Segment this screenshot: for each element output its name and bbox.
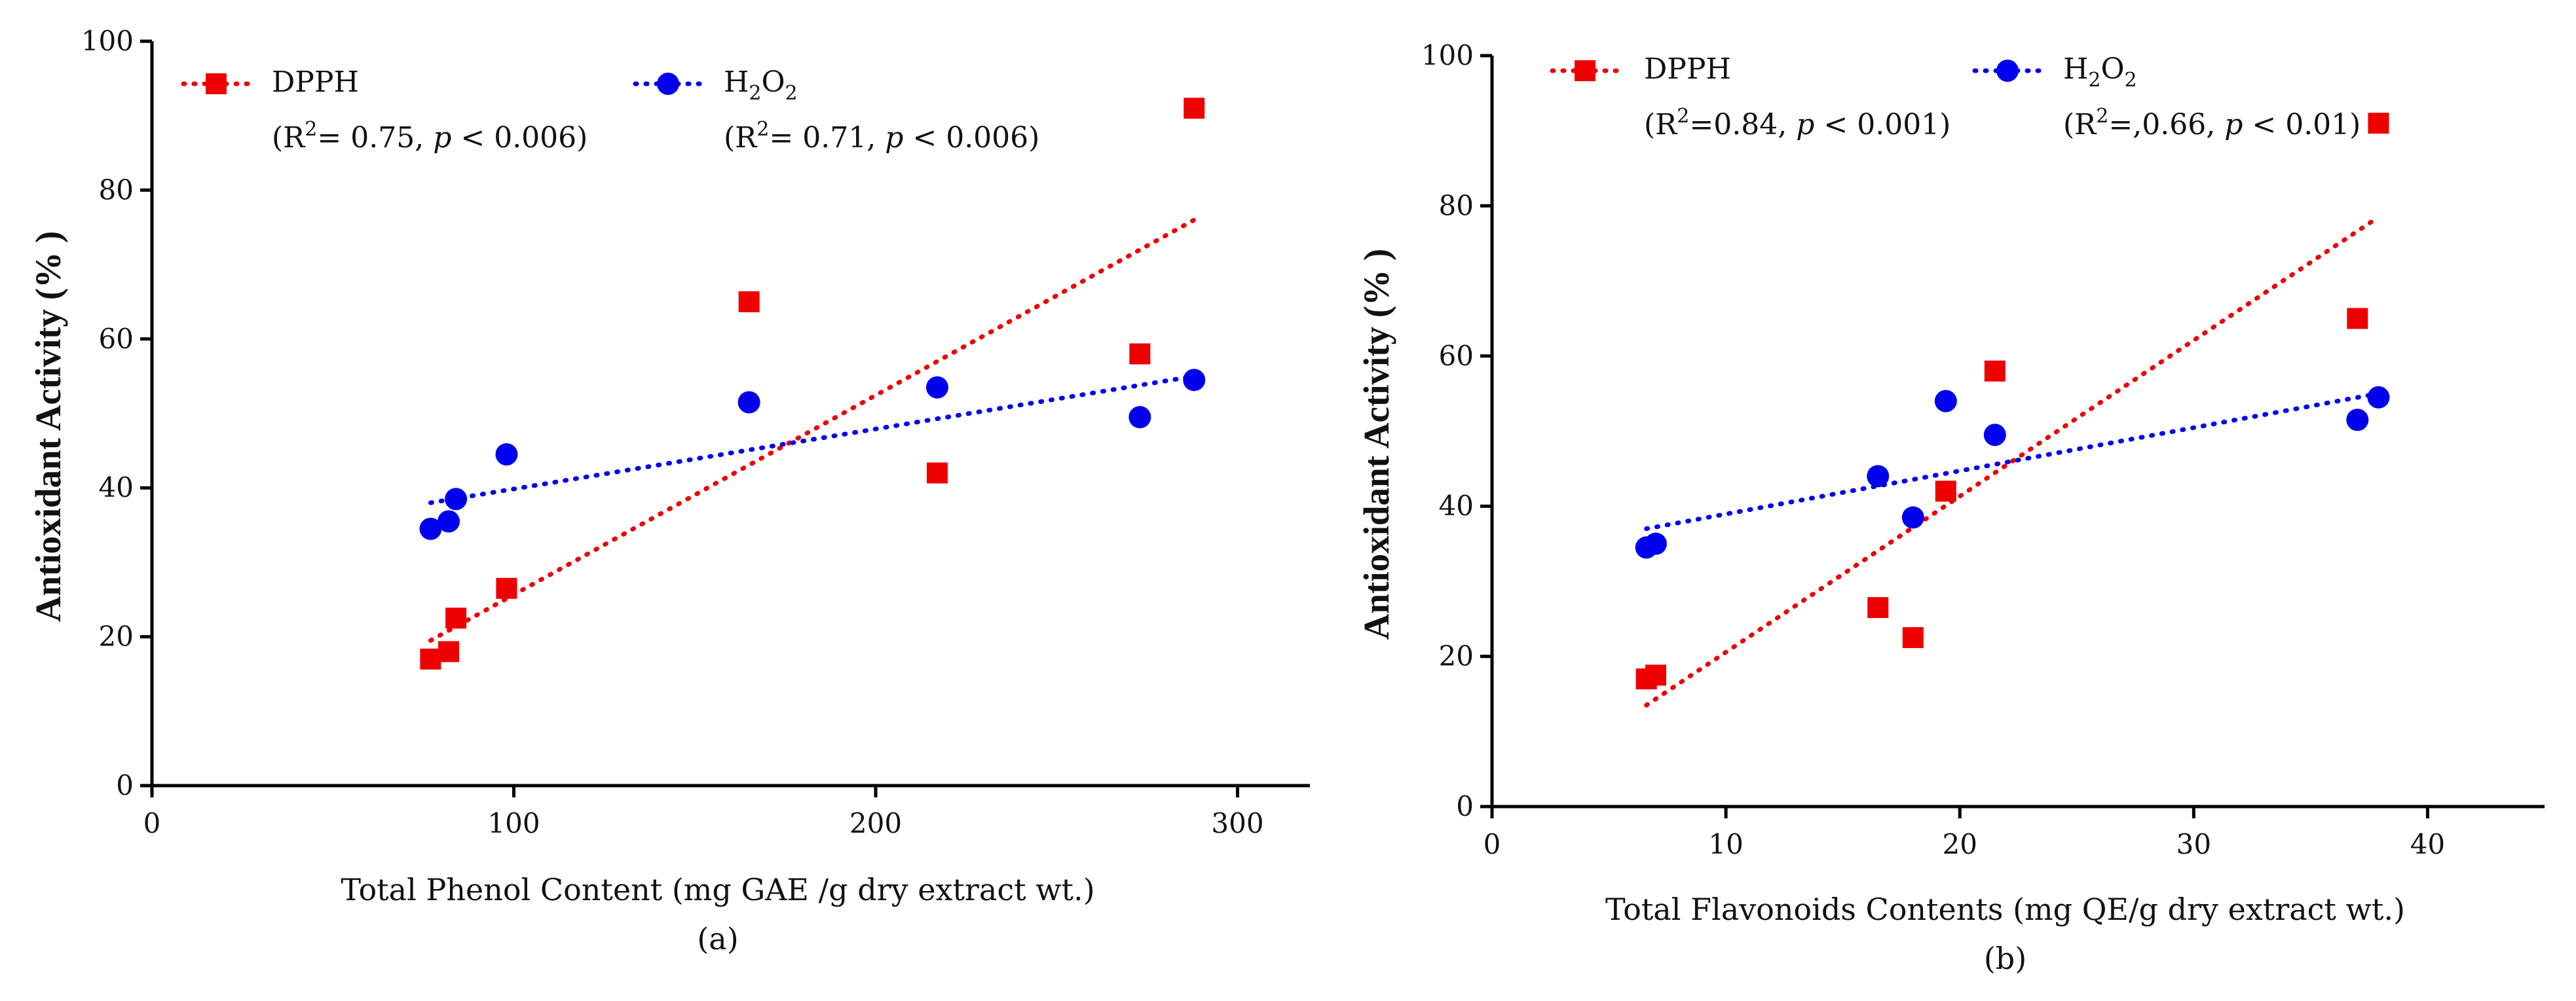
data-point-square xyxy=(1867,597,1889,619)
panel-label: (b) xyxy=(1984,941,2026,976)
data-point-square xyxy=(1129,343,1151,365)
data-point-square xyxy=(2347,308,2368,329)
panel-a: 0 100 200 300 0 20 40 60 80 100 Antioxidant Activi… xyxy=(28,25,1310,956)
data-point-circle xyxy=(495,443,518,466)
series-dpph xyxy=(420,98,1205,670)
x-tick-label: 200 xyxy=(849,807,902,839)
y-tick-label: 0 xyxy=(1456,790,1474,822)
data-point-circle xyxy=(1644,532,1667,555)
data-point-circle xyxy=(1183,369,1206,391)
x-tick-label: 300 xyxy=(1211,807,1263,839)
x-tick-label: 100 xyxy=(487,807,540,839)
y-axis-title: Antioxidant Activity (% ) xyxy=(28,231,68,622)
legend-stats: (R2= 0.75, p < 0.006) xyxy=(272,118,588,155)
x-tick-label: 0 xyxy=(143,807,161,839)
data-point-square xyxy=(1935,481,1956,502)
x-axis-title: Total Flavonoids Contents (mg QE/g dry e… xyxy=(1605,892,2405,927)
trendline xyxy=(1644,391,2381,532)
series-dpph xyxy=(1635,113,2389,708)
legend-stats: (R2=0.84, p < 0.001) xyxy=(1644,105,1951,141)
y-tick-label: 0 xyxy=(116,769,134,801)
data-point-square xyxy=(420,648,441,670)
trendline xyxy=(1644,215,2381,708)
y-axis-title: Antioxidant Activity (% ) xyxy=(1356,249,1396,640)
data-point-circle xyxy=(737,391,760,414)
data-point-square xyxy=(738,291,760,312)
y-tick-label: 20 xyxy=(99,621,134,653)
y-tick-label: 80 xyxy=(1439,189,1474,221)
y-tick-label: 100 xyxy=(81,25,134,57)
legend-series-name: DPPH xyxy=(272,65,359,99)
data-point-square xyxy=(445,608,467,629)
data-point-circle xyxy=(2346,409,2369,431)
data-point-circle xyxy=(925,376,948,399)
data-point-square xyxy=(1984,360,2006,382)
x-tick-label: 10 xyxy=(1708,828,1743,860)
y-tick-label: 40 xyxy=(99,471,134,503)
data-point-square xyxy=(2368,113,2389,134)
data-point-square xyxy=(926,462,948,484)
data-point-circle xyxy=(1867,465,1890,488)
x-tick-label: 30 xyxy=(2176,828,2211,860)
data-point-square xyxy=(1184,98,1205,119)
panel-label: (a) xyxy=(697,921,738,956)
data-point-circle xyxy=(438,510,460,533)
y-tick-label: 60 xyxy=(99,323,134,355)
x-axis-title: Total Phenol Content (mg GAE /g dry extr… xyxy=(341,872,1094,907)
legend-series-name: H2O2 xyxy=(2063,52,2137,92)
y-tick-label: 100 xyxy=(1421,39,1474,71)
data-point-circle xyxy=(1934,390,1957,412)
y-tick-label: 80 xyxy=(99,173,134,206)
legend: DPPH (R2=0.84, p < 0.001) H2O2 (R2=,0.66, p… xyxy=(1550,52,2361,141)
x-tick-label: 0 xyxy=(1484,828,1501,860)
data-point-circle xyxy=(445,488,468,511)
legend-square-marker xyxy=(206,73,227,94)
legend-series-name: H2O2 xyxy=(724,65,798,105)
legend-square-marker xyxy=(1575,60,1596,81)
legend-series-name: DPPH xyxy=(1644,52,1731,86)
data-point-square xyxy=(496,577,517,599)
legend-stats: (R2= 0.71, p < 0.006) xyxy=(724,118,1039,155)
x-tick-label: 20 xyxy=(1942,828,1977,860)
legend-stats: (R2=,0.66, p < 0.01) xyxy=(2063,105,2361,141)
data-point-circle xyxy=(419,517,442,540)
x-tick-label: 40 xyxy=(2410,828,2445,860)
data-point-circle xyxy=(1901,506,1924,529)
series-h2o2 xyxy=(419,369,1206,540)
data-point-circle xyxy=(1983,424,2006,446)
panel-b: 0 10 20 30 40 0 20 40 60 80 100 Antioxidant Activit… xyxy=(1356,39,2545,976)
y-tick-label: 40 xyxy=(1439,490,1474,522)
data-point-circle xyxy=(2367,386,2390,409)
data-point-circle xyxy=(1129,406,1151,429)
y-tick-label: 20 xyxy=(1439,640,1474,672)
series-h2o2 xyxy=(1635,386,2390,559)
data-point-square xyxy=(438,641,460,663)
data-point-square xyxy=(1645,664,1666,686)
y-tick-label: 60 xyxy=(1439,340,1474,372)
trendline xyxy=(428,374,1197,505)
legend: DPPH (R2= 0.75, p < 0.006) H2O2 (R2= 0.71, … xyxy=(181,65,1039,155)
trendline xyxy=(428,217,1197,643)
legend-circle-marker xyxy=(657,73,679,95)
data-point-square xyxy=(1902,627,1924,648)
legend-circle-marker xyxy=(1996,60,2019,82)
